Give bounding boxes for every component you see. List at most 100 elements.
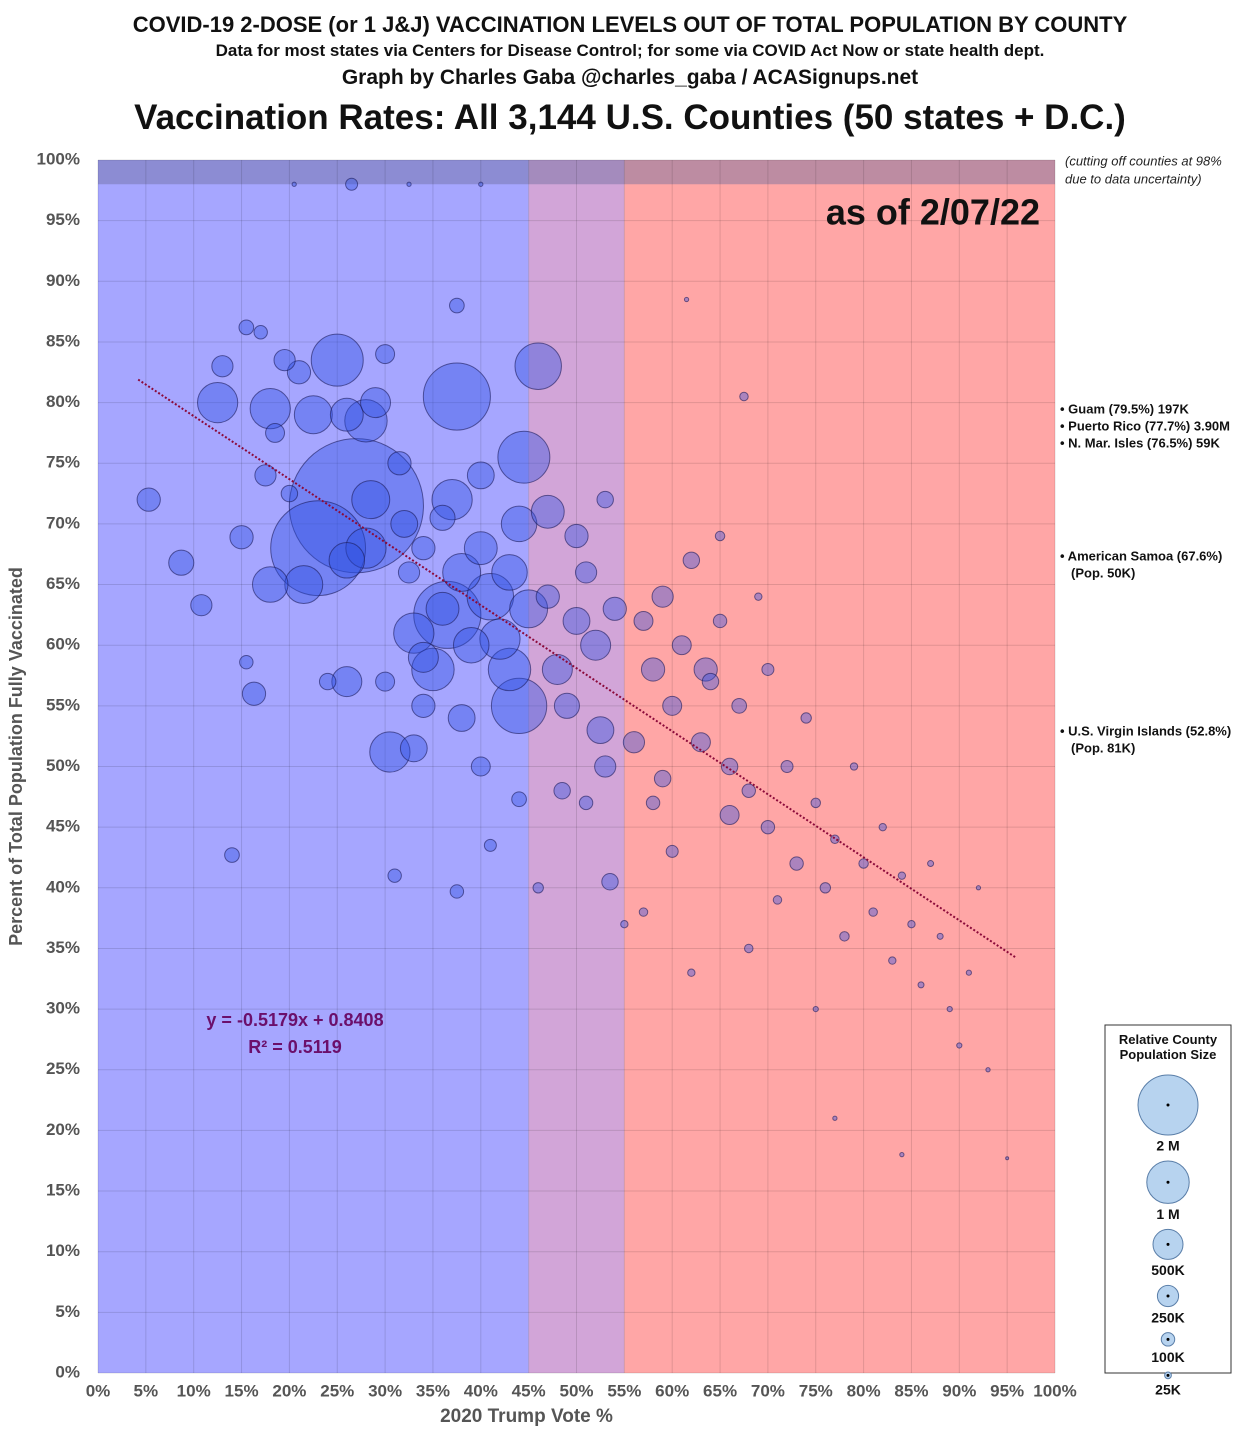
- county-bubble: [478, 181, 484, 187]
- y-tick-label: 45%: [46, 817, 80, 836]
- county-bubble: [574, 561, 598, 584]
- county-bubble: [387, 451, 412, 476]
- county-bubble: [754, 592, 763, 601]
- county-bubble: [553, 782, 571, 800]
- y-tick-label: 60%: [46, 635, 80, 654]
- x-tick-label: 50%: [559, 1381, 593, 1400]
- county-bubble: [270, 500, 367, 597]
- county-bubble: [812, 1006, 819, 1013]
- county-bubble: [449, 297, 465, 314]
- region: [98, 160, 529, 1373]
- county-bubble: [390, 509, 419, 538]
- trend-equation: R² = 0.5119: [248, 1037, 342, 1057]
- county-bubble: [633, 610, 654, 631]
- county-bubble: [553, 692, 580, 719]
- region: [528, 160, 625, 1373]
- x-tick-label: 60%: [655, 1381, 689, 1400]
- y-tick-label: 30%: [46, 999, 80, 1018]
- county-bubble: [387, 868, 402, 883]
- legend-label: 250K: [1151, 1309, 1184, 1325]
- county-bubble: [483, 838, 497, 852]
- county-bubble: [653, 769, 672, 788]
- cutoff-note: (cutting off counties at 98%: [1065, 153, 1222, 168]
- y-tick-label: 95%: [46, 210, 80, 229]
- county-bubble: [351, 480, 391, 520]
- y-tick-label: 80%: [46, 392, 80, 411]
- county-bubble: [899, 1152, 905, 1158]
- county-bubble: [868, 907, 878, 917]
- y-tick-label: 65%: [46, 574, 80, 593]
- legend-dot: [1166, 1242, 1170, 1246]
- county-bubble: [197, 381, 239, 424]
- county-bubble: [331, 666, 363, 698]
- county-bubble: [136, 487, 161, 512]
- county-bubble: [411, 536, 436, 561]
- county-bubble: [291, 181, 297, 187]
- county-bubble: [479, 618, 521, 660]
- territory-note: • U.S. Virgin Islands (52.8%): [1060, 723, 1231, 738]
- x-tick-label: 10%: [177, 1381, 211, 1400]
- county-bubble: [640, 657, 666, 682]
- county-bubble: [601, 873, 619, 891]
- county-bubble: [772, 895, 783, 905]
- county-bubble: [293, 395, 333, 435]
- county-bubble: [399, 734, 428, 763]
- county-bubble: [839, 931, 850, 942]
- legend-dot: [1166, 1373, 1170, 1377]
- county-bubble: [687, 968, 696, 977]
- y-tick-label: 90%: [46, 271, 80, 290]
- county-bubble: [406, 181, 412, 187]
- county-bubble: [447, 704, 476, 732]
- legend-label: 100K: [1151, 1349, 1184, 1365]
- county-bubble: [800, 712, 812, 724]
- county-bubble: [211, 355, 234, 378]
- legend-dot: [1166, 1103, 1170, 1107]
- legend-dot: [1166, 1180, 1170, 1184]
- trendline: [137, 378, 1018, 959]
- county-bubble: [602, 596, 627, 621]
- county-bubble: [224, 847, 240, 863]
- y-tick-label: 25%: [46, 1059, 80, 1078]
- x-axis-label: 2020 Trump Vote %: [440, 1406, 613, 1427]
- county-bubble: [239, 654, 254, 670]
- county-bubble: [449, 884, 465, 899]
- county-bubble: [731, 698, 748, 714]
- county-bubble: [530, 494, 565, 529]
- county-bubble: [580, 629, 612, 661]
- county-bubble: [422, 362, 491, 431]
- county-bubble: [429, 504, 456, 531]
- county-bubble: [586, 716, 615, 745]
- county-bubble: [284, 565, 324, 605]
- county-bubble: [578, 795, 594, 811]
- county-bubble: [789, 856, 804, 871]
- county-bubble: [254, 464, 277, 487]
- county-bubble: [407, 641, 439, 673]
- x-tick-label: 35%: [416, 1381, 450, 1400]
- county-bubble: [946, 1006, 953, 1013]
- county-bubble: [690, 732, 711, 753]
- county-bubble: [497, 430, 551, 484]
- county-bubble: [651, 585, 674, 608]
- county-bubble: [917, 981, 925, 989]
- y-tick-label: 75%: [46, 453, 80, 472]
- legend-label: 25K: [1155, 1381, 1181, 1397]
- y-tick-label: 10%: [46, 1241, 80, 1260]
- territory-note: • American Samoa (67.6%): [1060, 548, 1222, 563]
- county-bubble: [288, 438, 424, 574]
- county-bubble: [229, 525, 254, 550]
- county-bubble: [622, 731, 646, 754]
- x-tick-label: 80%: [847, 1381, 881, 1400]
- county-bubble: [888, 956, 897, 965]
- y-tick-label: 100%: [37, 149, 80, 168]
- county-bubble: [273, 349, 296, 372]
- county-bubble: [470, 756, 491, 777]
- county-bubble: [393, 612, 435, 654]
- county-bubble: [490, 677, 548, 735]
- county-bubble: [310, 333, 364, 387]
- county-bubble: [238, 319, 255, 336]
- county-bubble: [265, 422, 286, 443]
- y-tick-label: 55%: [46, 695, 80, 714]
- county-bubble: [252, 566, 289, 603]
- county-bubble: [375, 344, 396, 365]
